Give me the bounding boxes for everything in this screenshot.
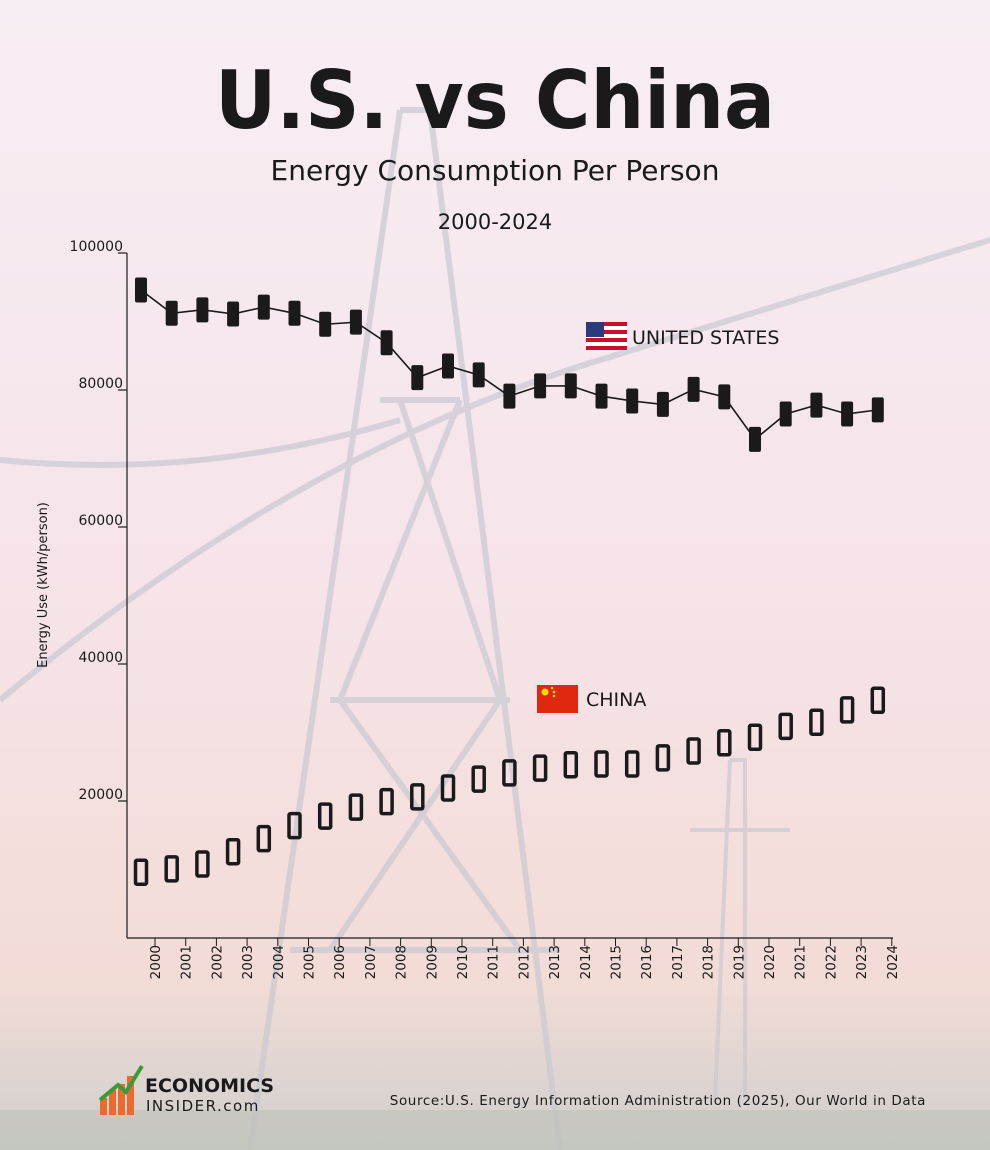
data-marker	[380, 330, 393, 356]
data-marker	[595, 383, 608, 409]
data-marker	[349, 309, 362, 335]
x-tick-label: 2015	[609, 945, 625, 979]
y-tick-label: 40000	[78, 650, 123, 666]
data-marker	[411, 365, 424, 391]
x-tick-label: 2021	[793, 945, 809, 979]
data-marker	[502, 759, 517, 787]
data-marker	[133, 858, 149, 886]
x-tick-label: 2005	[302, 945, 318, 979]
x-tick-label: 2024	[885, 945, 901, 979]
data-marker	[655, 744, 671, 772]
legend-label: CHINA	[586, 689, 646, 711]
x-tick-label: 2001	[179, 945, 195, 979]
tree-band	[0, 1110, 990, 1150]
data-marker	[317, 802, 333, 830]
x-tick-label: 2000	[148, 945, 164, 979]
data-marker	[503, 383, 516, 409]
data-marker	[288, 300, 301, 326]
data-marker	[656, 391, 669, 417]
x-tick-label: 2004	[271, 945, 287, 979]
data-marker	[626, 388, 639, 414]
data-marker	[594, 750, 609, 778]
data-marker	[256, 824, 272, 853]
x-tick-label: 2002	[209, 945, 225, 979]
logo-line2: INSIDER.com	[146, 1097, 260, 1115]
data-marker	[257, 294, 270, 320]
data-marker	[749, 426, 761, 452]
data-marker	[747, 723, 763, 752]
period: 2000-2024	[438, 210, 552, 234]
x-tick-label: 2016	[639, 945, 655, 979]
data-marker	[319, 311, 332, 337]
data-marker	[778, 712, 793, 741]
y-tick-label: 100000	[70, 239, 123, 255]
y-tick-label: 80000	[78, 376, 123, 392]
title: U.S. vs China	[215, 54, 775, 147]
x-tick-label: 2010	[455, 945, 471, 979]
x-tick-label: 2014	[578, 945, 594, 979]
data-marker	[135, 277, 147, 303]
data-marker	[442, 353, 454, 379]
data-marker	[839, 696, 855, 724]
tower-decoration	[0, 107, 990, 1150]
data-marker	[717, 729, 732, 757]
data-marker	[287, 811, 302, 840]
data-marker	[563, 750, 579, 779]
data-marker	[718, 384, 731, 410]
x-tick-label: 2007	[363, 945, 379, 979]
data-marker	[165, 300, 178, 326]
subtitle: Energy Consumption Per Person	[271, 154, 720, 187]
data-marker	[164, 855, 179, 883]
x-tick-label: 2019	[731, 945, 747, 979]
x-tick-label: 2006	[332, 945, 348, 979]
logo: ECONOMICS INSIDER.com	[98, 1064, 274, 1115]
data-marker	[564, 373, 577, 399]
data-marker	[196, 297, 209, 323]
x-tick-label: 2008	[394, 945, 410, 979]
data-marker	[440, 774, 456, 802]
data-marker	[809, 708, 824, 736]
data-marker	[870, 686, 886, 715]
x-tick-label: 2013	[547, 945, 563, 979]
x-tick-label: 2003	[240, 945, 256, 979]
data-marker	[687, 376, 700, 402]
flag-china	[537, 685, 578, 713]
x-tick-label: 2022	[823, 945, 839, 979]
data-marker	[195, 850, 210, 878]
x-tick-label: 2009	[424, 945, 440, 979]
x-tick-label: 2023	[854, 945, 870, 979]
flag-us	[586, 322, 627, 350]
y-tick-label: 60000	[78, 513, 123, 529]
data-marker	[624, 750, 640, 778]
data-marker	[225, 837, 241, 866]
data-marker	[810, 392, 823, 418]
y-tick-label: 20000	[78, 787, 123, 803]
x-tick-label: 2012	[516, 945, 532, 979]
x-tick-label: 2018	[701, 945, 717, 979]
logo-line1: ECONOMICS	[145, 1075, 274, 1097]
data-marker	[532, 754, 548, 782]
source: Source:U.S. Energy Information Administr…	[390, 1093, 926, 1109]
x-tick-label: 2011	[486, 945, 502, 979]
data-marker	[871, 397, 884, 423]
x-tick-label: 2020	[762, 945, 778, 979]
data-marker	[227, 301, 240, 327]
data-marker	[686, 737, 701, 765]
data-marker	[841, 401, 854, 427]
data-marker	[379, 787, 394, 816]
y-axis-label: Energy Use (kWh/person)	[36, 502, 51, 668]
data-marker	[348, 793, 364, 821]
legend-label: UNITED STATES	[632, 327, 779, 349]
data-marker	[779, 401, 792, 427]
data-marker	[410, 783, 425, 811]
data-marker	[472, 362, 485, 388]
x-tick-label: 2017	[670, 945, 686, 979]
data-marker	[471, 765, 486, 793]
data-marker	[534, 373, 547, 399]
